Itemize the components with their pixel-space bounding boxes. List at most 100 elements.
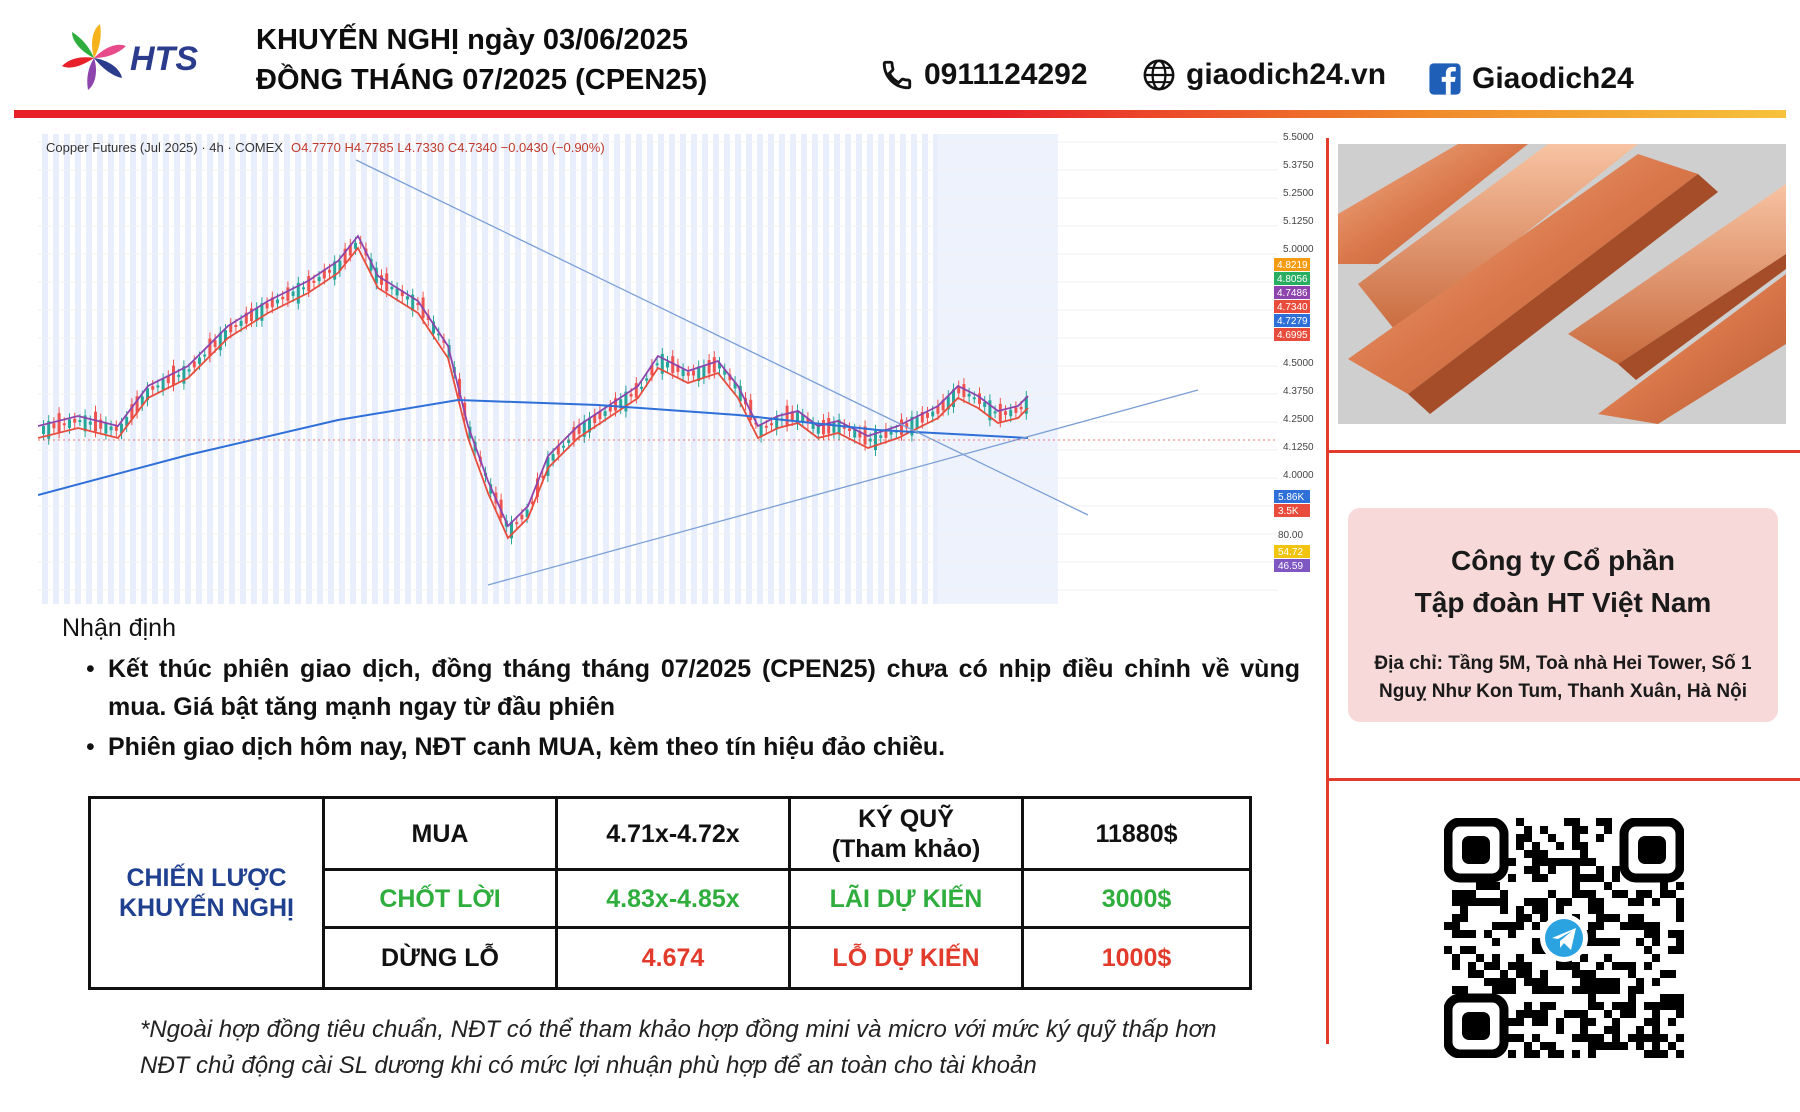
qr-module — [1668, 970, 1676, 978]
session-stripe — [592, 134, 598, 604]
candle-body — [234, 325, 238, 328]
candle-body — [307, 276, 311, 291]
qr-module — [1524, 962, 1532, 970]
candle-body — [354, 242, 357, 249]
candle-body — [827, 417, 831, 434]
qr-module — [1524, 834, 1532, 842]
candle-body — [120, 423, 123, 434]
qr-module — [1460, 930, 1468, 938]
qr-module — [1532, 906, 1540, 914]
qr-module — [1588, 994, 1596, 1002]
qr-module — [1676, 946, 1684, 954]
qr-module — [1636, 978, 1644, 986]
qr-module — [1540, 874, 1548, 882]
qr-module — [1596, 922, 1604, 930]
qr-module — [1564, 1010, 1572, 1018]
qr-module — [1644, 1018, 1652, 1026]
candle-body — [952, 389, 955, 408]
qr-module — [1660, 1002, 1668, 1010]
qr-module — [1524, 850, 1532, 858]
qr-module — [1596, 986, 1604, 994]
qr-module — [1556, 1018, 1564, 1026]
qr-module — [1540, 850, 1548, 858]
hts-logo: HTS — [60, 22, 210, 94]
qr-module — [1580, 1018, 1588, 1026]
session-stripe — [548, 134, 554, 604]
candle-body — [1004, 411, 1007, 415]
qr-module — [1516, 818, 1524, 826]
hts-logo-icon — [62, 24, 126, 90]
qr-module — [1468, 890, 1476, 898]
qr-module — [1508, 874, 1516, 882]
qr-module — [1460, 946, 1468, 954]
candle-body — [343, 248, 347, 264]
qr-module — [1492, 938, 1500, 946]
qr-module — [1492, 882, 1500, 890]
panel-separator — [1326, 450, 1800, 453]
qr-module — [1508, 962, 1516, 970]
candle-body — [650, 365, 654, 376]
session-stripe — [339, 134, 345, 604]
candle-body — [593, 414, 597, 423]
facebook-contact[interactable]: Giaodich24 — [1428, 62, 1634, 96]
price-tick: 4.0000 — [1283, 470, 1314, 481]
candle-body — [224, 330, 227, 341]
qr-module — [1532, 850, 1540, 858]
session-stripe — [746, 134, 752, 604]
qr-module — [1612, 938, 1620, 946]
panel-separator — [1326, 778, 1800, 781]
qr-module — [1468, 962, 1476, 970]
qr-module — [1660, 882, 1668, 890]
qr-module — [1540, 898, 1548, 906]
phone-contact[interactable]: 0911124292 — [880, 58, 1088, 92]
title-line-2: ĐỒNG THÁNG 07/2025 (CPEN25) — [256, 64, 708, 96]
qr-module — [1524, 866, 1532, 874]
take-profit-value: 4.83x-4.85x — [558, 871, 791, 929]
session-stripe — [218, 134, 224, 604]
qr-module — [1540, 970, 1548, 978]
session-stripe — [779, 134, 785, 604]
qr-module — [1628, 970, 1636, 978]
qr-module — [1556, 858, 1564, 866]
candle-body — [73, 418, 77, 423]
candle-body — [941, 399, 945, 411]
qr-module — [1644, 1050, 1652, 1058]
candle-body — [328, 269, 331, 273]
candle-body — [348, 244, 352, 256]
qr-module — [1652, 938, 1660, 946]
qr-module — [1532, 1050, 1540, 1058]
candle-body — [588, 417, 591, 433]
qr-module — [1564, 962, 1572, 970]
session-stripe — [251, 134, 257, 604]
website-contact[interactable]: giaodich24.vn — [1142, 58, 1386, 92]
qr-module — [1516, 962, 1524, 970]
qr-module — [1652, 978, 1660, 986]
telegram-qr-code[interactable] — [1443, 817, 1685, 1059]
qr-module — [1532, 898, 1540, 906]
candle-body — [198, 357, 201, 364]
qr-module — [1524, 1010, 1532, 1018]
qr-module — [1596, 818, 1604, 826]
session-stripe — [141, 134, 147, 604]
price-tick: 5.1250 — [1283, 216, 1314, 227]
qr-module — [1540, 1010, 1548, 1018]
session-stripe — [383, 134, 389, 604]
candle-body — [88, 421, 92, 425]
qr-module — [1620, 962, 1628, 970]
price-tick: 5.5000 — [1283, 132, 1314, 143]
qr-finder-outer — [1619, 817, 1685, 883]
qr-module — [1652, 922, 1660, 930]
candle-body — [562, 445, 565, 448]
price-tag: 4.8219 — [1277, 260, 1308, 271]
qr-module — [1628, 914, 1636, 922]
qr-module — [1556, 1026, 1564, 1034]
qr-module — [1596, 898, 1604, 906]
qr-finder-outer — [1443, 993, 1509, 1059]
candle-body — [213, 340, 217, 347]
candle-body — [525, 509, 529, 518]
qr-module — [1620, 1042, 1628, 1050]
session-stripe — [889, 134, 895, 604]
qr-module — [1652, 930, 1660, 938]
session-stripe — [911, 134, 917, 604]
qr-module — [1596, 1002, 1604, 1010]
